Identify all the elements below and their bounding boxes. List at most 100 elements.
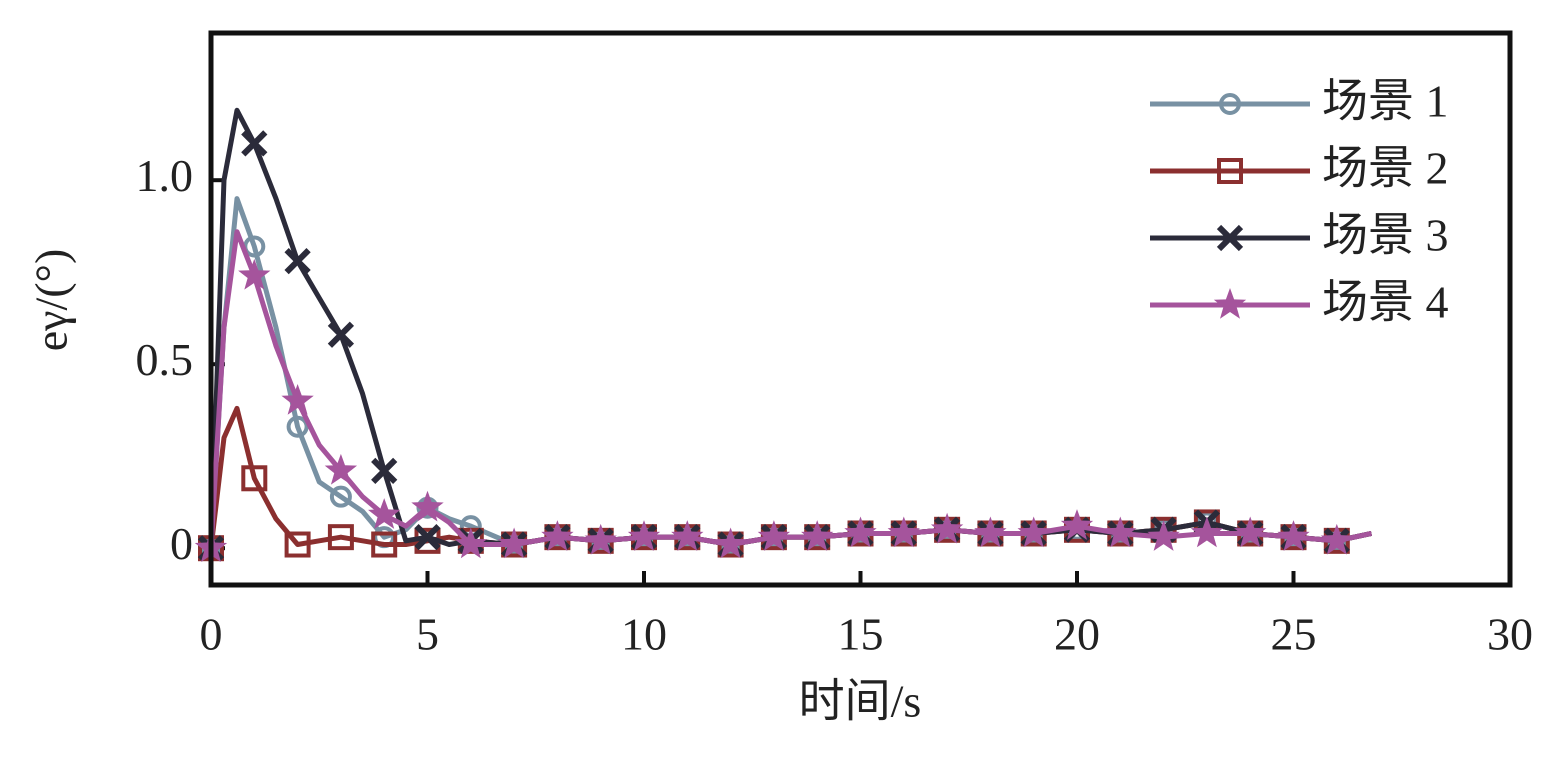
data-point: [1277, 520, 1310, 551]
marker-shape: [1104, 516, 1137, 548]
marker-shape: [1017, 516, 1050, 548]
marker-shape: [371, 457, 398, 485]
data-point: [974, 516, 1007, 548]
data-point: [414, 524, 441, 551]
data-point: [329, 485, 352, 508]
data-point: [286, 415, 309, 438]
data-point: [844, 516, 877, 548]
data-point: [368, 498, 401, 529]
marker-shape: [584, 523, 617, 555]
x-tick-label: 25: [1271, 609, 1317, 660]
marker-shape: [1219, 93, 1241, 115]
marker-shape: [974, 516, 1007, 548]
marker-shape: [1234, 516, 1267, 548]
marker-shape: [671, 520, 704, 551]
data-point: [324, 453, 358, 485]
marker-shape: [714, 527, 747, 559]
legend-label: 场景 2: [1322, 143, 1449, 194]
legend-marker: [1216, 224, 1244, 252]
x-tick-label: 10: [621, 609, 667, 660]
data-point: [584, 523, 617, 555]
marker-shape: [627, 520, 661, 551]
marker-shape: [371, 531, 398, 558]
marker-shape: [327, 524, 354, 551]
marker-shape: [887, 516, 920, 548]
data-point: [497, 527, 531, 559]
legend-marker: [1213, 288, 1247, 319]
data-point: [327, 321, 355, 348]
x-tick-label: 15: [838, 609, 884, 660]
legend-marker: [1219, 93, 1241, 115]
x-tick-label: 30: [1487, 609, 1533, 660]
data-point: [371, 457, 398, 485]
data-point: [541, 520, 574, 551]
data-point: [371, 531, 398, 558]
marker-shape: [1190, 516, 1224, 548]
data-point: [1147, 520, 1180, 551]
data-point: [284, 248, 311, 275]
data-point: [757, 520, 791, 551]
marker-shape: [329, 485, 352, 508]
series-line: [208, 196, 1372, 549]
marker-shape: [286, 415, 309, 438]
marker-shape: [1060, 509, 1094, 540]
data-point: [281, 384, 314, 415]
x-tick-label: 5: [416, 609, 439, 660]
marker-shape: [241, 465, 268, 492]
marker-shape: [241, 130, 268, 157]
marker-shape: [1320, 523, 1353, 555]
data-point: [1190, 516, 1224, 548]
marker-shape: [541, 520, 574, 551]
legend-marker: [1217, 158, 1243, 184]
data-point: [714, 527, 747, 559]
marker-shape: [497, 527, 531, 559]
marker-shape: [757, 520, 791, 551]
y-axis-label: eγ/(°): [26, 249, 77, 352]
marker-shape: [1213, 288, 1247, 319]
data-point: [241, 130, 268, 157]
marker-shape: [324, 453, 358, 485]
marker-shape: [1216, 224, 1244, 252]
data-point: [1104, 516, 1137, 548]
data-point: [327, 524, 354, 551]
legend-label: 场景 4: [1322, 277, 1449, 328]
data-point: [930, 512, 964, 544]
marker-shape: [411, 490, 444, 522]
data-point: [454, 527, 487, 559]
marker-shape: [414, 524, 441, 551]
x-tick-label: 0: [200, 609, 223, 660]
data-point: [238, 258, 271, 290]
marker-shape: [930, 512, 964, 544]
marker-shape: [454, 527, 487, 559]
marker-shape: [327, 321, 355, 348]
marker-shape: [844, 516, 877, 548]
marker-shape: [1277, 520, 1310, 551]
data-point: [411, 490, 444, 522]
data-point: [627, 520, 661, 551]
y-tick-label: 0.5: [136, 334, 194, 385]
marker-shape: [801, 520, 834, 551]
data-point: [887, 516, 920, 548]
data-point: [1017, 516, 1050, 548]
marker-shape: [1147, 520, 1180, 551]
plot-frame: [208, 30, 1513, 588]
legend-label: 场景 1: [1322, 76, 1449, 127]
x-tick-label: 20: [1054, 609, 1100, 660]
data-point: [671, 520, 704, 551]
marker-shape: [281, 384, 314, 415]
y-tick-label: 0: [170, 518, 193, 569]
data-point: [1060, 509, 1094, 540]
data-point: [801, 520, 834, 551]
legend-label: 场景 3: [1322, 210, 1449, 261]
x-axis-label: 时间/s: [799, 676, 922, 727]
data-point: [241, 465, 268, 492]
series-line: [208, 107, 1372, 549]
marker-shape: [368, 498, 401, 529]
data-point: [284, 531, 311, 558]
data-point: [1234, 516, 1267, 548]
marker-shape: [284, 531, 311, 558]
marker-shape: [284, 248, 311, 275]
marker-shape: [1217, 158, 1243, 184]
